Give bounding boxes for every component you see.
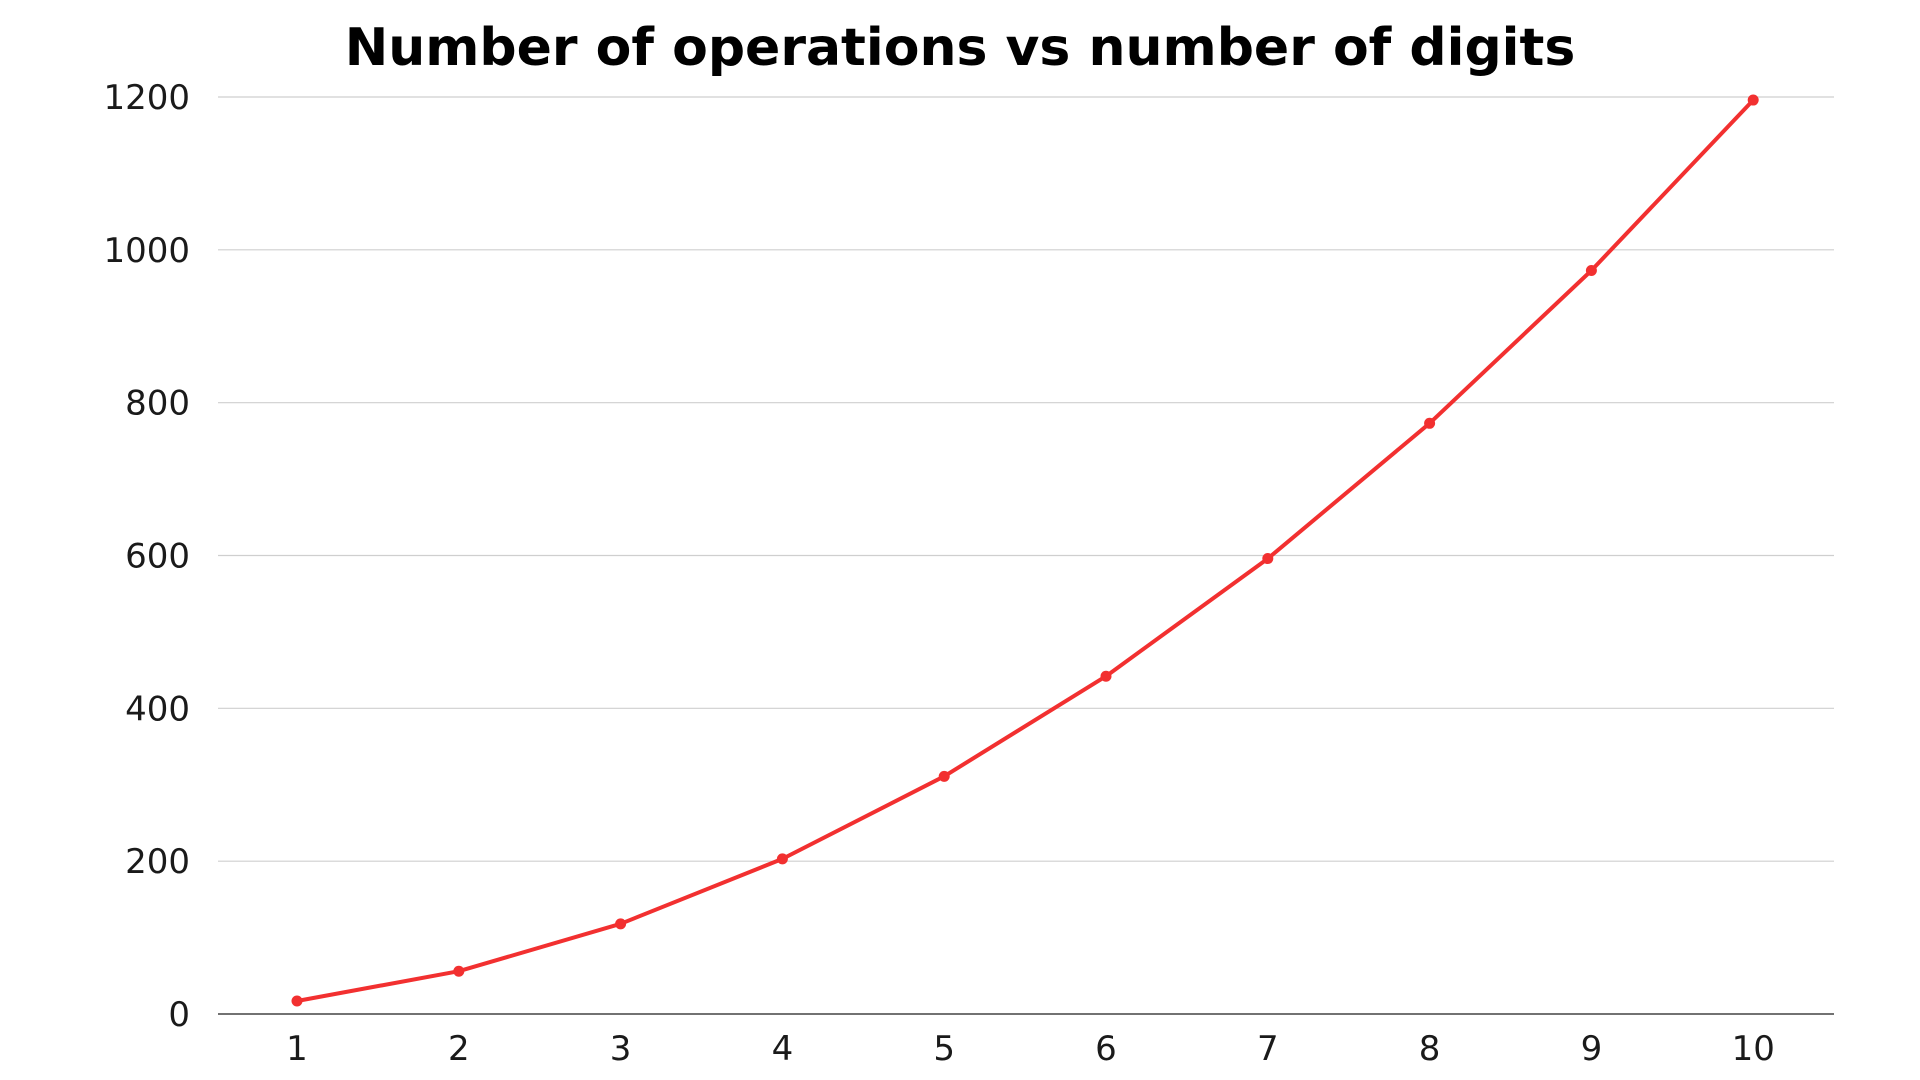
x-tick-label: 5 — [933, 1029, 955, 1069]
data-point-9 — [1585, 264, 1597, 276]
series — [291, 94, 1759, 1007]
x-tick-label: 10 — [1732, 1029, 1775, 1069]
y-tick-label: 400 — [125, 689, 190, 729]
y-tick-label: 200 — [125, 842, 190, 882]
x-tick-label: 3 — [610, 1029, 632, 1069]
x-tick-label: 9 — [1581, 1029, 1603, 1069]
x-axis-tick-labels: 1 2 3 4 5 6 7 8 9 10 — [286, 1029, 1775, 1069]
data-point-1 — [291, 995, 303, 1007]
y-tick-label: 1200 — [103, 78, 190, 118]
y-tick-label: 600 — [125, 537, 190, 577]
y-tick-label: 800 — [125, 384, 190, 424]
series-line-0 — [295, 98, 1756, 1003]
grid-lines — [218, 96, 1834, 862]
data-point-5 — [938, 770, 950, 782]
data-point-8 — [1424, 417, 1436, 429]
y-tick-label: 0 — [168, 995, 190, 1035]
x-tick-label: 7 — [1257, 1029, 1279, 1069]
data-point-6 — [1100, 670, 1112, 682]
data-point-2 — [453, 965, 465, 977]
data-point-10 — [1747, 94, 1759, 106]
chart-title: Number of operations vs number of digits — [344, 18, 1576, 78]
x-tick-label: 2 — [448, 1029, 470, 1069]
x-tick-label: 4 — [772, 1029, 794, 1069]
x-tick-label: 1 — [286, 1029, 308, 1069]
data-point-4 — [776, 853, 788, 865]
data-point-3 — [615, 918, 627, 930]
x-tick-label: 8 — [1419, 1029, 1441, 1069]
data-point-7 — [1262, 553, 1274, 565]
y-tick-label: 1000 — [103, 231, 190, 271]
x-tick-label: 6 — [1095, 1029, 1117, 1069]
y-axis-tick-labels: 0 200 400 600 800 1000 1200 — [103, 78, 190, 1035]
